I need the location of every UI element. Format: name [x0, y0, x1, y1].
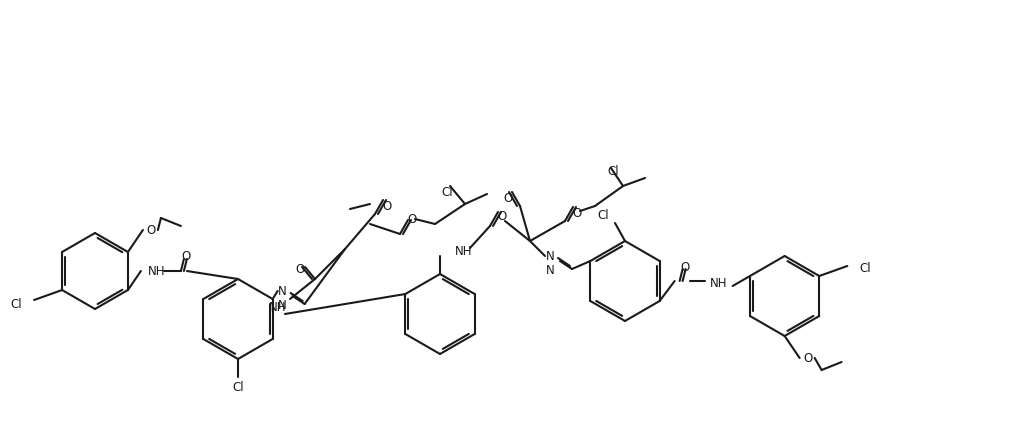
Text: O: O	[497, 210, 506, 223]
Text: N: N	[545, 250, 555, 263]
Text: O: O	[803, 352, 812, 365]
Text: Cl: Cl	[607, 165, 618, 178]
Text: Cl: Cl	[859, 262, 872, 275]
Text: Cl: Cl	[597, 209, 609, 222]
Text: O: O	[680, 261, 689, 274]
Text: O: O	[503, 192, 512, 205]
Text: Cl: Cl	[233, 381, 244, 394]
Text: O: O	[146, 224, 155, 237]
Text: O: O	[383, 200, 392, 213]
Text: O: O	[295, 263, 305, 276]
Text: O: O	[407, 213, 417, 226]
Text: NH: NH	[455, 245, 472, 258]
Text: O: O	[181, 249, 190, 262]
Text: N: N	[278, 299, 287, 312]
Text: O: O	[572, 207, 581, 220]
Text: Cl: Cl	[441, 186, 453, 199]
Text: NH: NH	[270, 301, 287, 314]
Text: N: N	[278, 285, 287, 298]
Text: Cl: Cl	[10, 298, 22, 311]
Text: NH: NH	[710, 277, 728, 290]
Text: NH: NH	[148, 265, 166, 278]
Text: N: N	[545, 264, 555, 277]
